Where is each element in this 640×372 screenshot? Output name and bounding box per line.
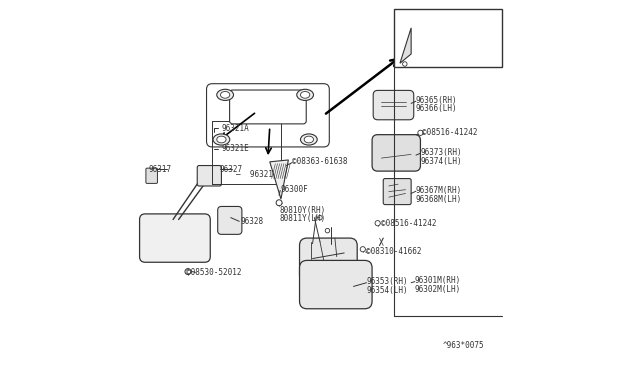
Text: 96300F: 96300F xyxy=(281,185,308,194)
Text: 96354(LH): 96354(LH) xyxy=(367,286,408,295)
Ellipse shape xyxy=(297,89,314,100)
Circle shape xyxy=(276,200,282,206)
Text: 96319(LH): 96319(LH) xyxy=(415,42,456,51)
Circle shape xyxy=(318,215,322,220)
FancyBboxPatch shape xyxy=(394,9,502,67)
Text: MANUAL: MANUAL xyxy=(396,16,429,25)
Text: —  96321: — 96321 xyxy=(236,170,273,179)
Text: ©08516-41242: ©08516-41242 xyxy=(422,128,478,137)
Text: 96367M(RH): 96367M(RH) xyxy=(416,186,462,195)
FancyBboxPatch shape xyxy=(197,166,221,186)
Circle shape xyxy=(185,269,191,275)
FancyBboxPatch shape xyxy=(373,90,413,120)
FancyBboxPatch shape xyxy=(140,214,211,262)
Text: 96353(RH): 96353(RH) xyxy=(367,278,408,286)
Text: ©08530-52012: ©08530-52012 xyxy=(186,268,241,277)
Ellipse shape xyxy=(221,92,230,98)
Text: ^963*0075: ^963*0075 xyxy=(443,341,484,350)
Text: 96321A: 96321A xyxy=(221,124,249,133)
Text: 96374(LH): 96374(LH) xyxy=(420,157,462,166)
Text: 96366(LH): 96366(LH) xyxy=(416,105,458,113)
Ellipse shape xyxy=(304,136,314,143)
Circle shape xyxy=(360,247,365,252)
Text: 96301M(RH): 96301M(RH) xyxy=(415,276,461,285)
Text: 96368M(LH): 96368M(LH) xyxy=(416,195,462,203)
FancyBboxPatch shape xyxy=(372,135,420,171)
Text: 96328: 96328 xyxy=(240,217,263,226)
Text: 96318(RH): 96318(RH) xyxy=(415,35,456,44)
Ellipse shape xyxy=(300,134,317,145)
Circle shape xyxy=(325,228,330,233)
Text: 80810Y(RH): 80810Y(RH) xyxy=(279,206,325,215)
Circle shape xyxy=(375,221,380,226)
Text: 96365(RH): 96365(RH) xyxy=(416,96,458,105)
Text: ©08516-41242: ©08516-41242 xyxy=(381,219,437,228)
Text: 80811Y(LH): 80811Y(LH) xyxy=(279,214,325,223)
Ellipse shape xyxy=(300,92,310,98)
Ellipse shape xyxy=(213,134,230,145)
FancyBboxPatch shape xyxy=(300,260,372,309)
FancyBboxPatch shape xyxy=(300,238,357,283)
Circle shape xyxy=(418,130,423,135)
FancyBboxPatch shape xyxy=(383,179,411,205)
Ellipse shape xyxy=(217,136,226,143)
FancyBboxPatch shape xyxy=(230,90,306,124)
Polygon shape xyxy=(400,28,411,63)
FancyBboxPatch shape xyxy=(146,168,157,183)
Text: ©08310-41662: ©08310-41662 xyxy=(367,247,422,256)
Text: 96317: 96317 xyxy=(149,165,172,174)
FancyBboxPatch shape xyxy=(207,84,330,147)
Ellipse shape xyxy=(217,89,234,100)
Text: ©08363-61638: ©08363-61638 xyxy=(292,157,348,166)
Text: 96300F: 96300F xyxy=(401,59,429,68)
Polygon shape xyxy=(270,160,289,199)
Text: 96302M(LH): 96302M(LH) xyxy=(415,285,461,294)
Text: 96373(RH): 96373(RH) xyxy=(420,148,462,157)
Text: 96321E: 96321E xyxy=(221,144,249,153)
Circle shape xyxy=(403,62,407,66)
Text: 96327: 96327 xyxy=(220,165,243,174)
FancyBboxPatch shape xyxy=(218,206,242,234)
